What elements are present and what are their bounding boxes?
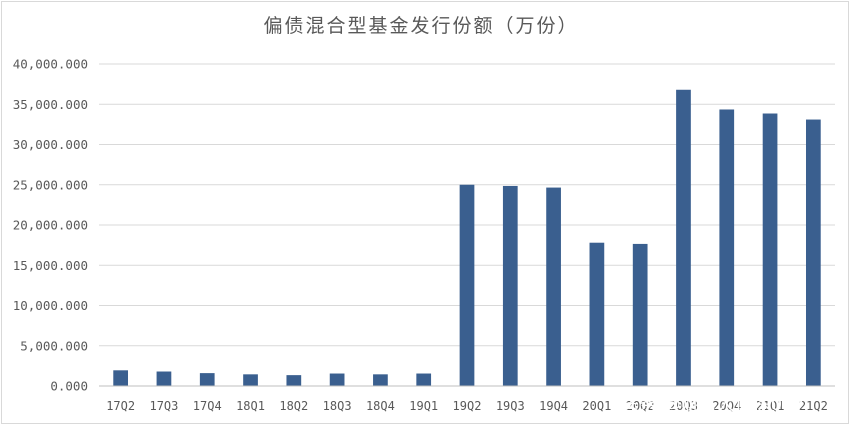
x-tick-label: 17Q4 — [193, 399, 222, 413]
bar-18Q2 — [286, 375, 302, 386]
bar-21Q2 — [805, 119, 821, 387]
bar-19Q2 — [459, 184, 475, 386]
bar-18Q1 — [243, 374, 258, 386]
x-tick-label: 20Q1 — [582, 399, 611, 413]
y-tick-label: 35,000.000 — [13, 97, 88, 112]
x-tick-label: 18Q3 — [323, 399, 352, 413]
bar-21Q1 — [762, 113, 778, 386]
x-tick-label: 19Q1 — [409, 399, 438, 413]
bar-20Q4 — [719, 109, 735, 387]
y-axis-ticks: 0.000 5,000.000 10,000.000 15,000.000 20,000… — [13, 57, 88, 394]
y-tick-label: 15,000.000 — [13, 258, 88, 273]
x-tick-label: 18Q4 — [366, 399, 395, 413]
y-tick-label: 40,000.000 — [13, 57, 88, 72]
bar-19Q4 — [546, 187, 561, 386]
x-tick-label: 19Q4 — [539, 399, 568, 413]
bar-20Q1 — [589, 242, 605, 386]
watermark: 头条 @财富大侦探007 — [621, 394, 805, 415]
x-tick-label: 19Q3 — [496, 399, 525, 413]
x-axis-ticks: 17Q2 17Q3 17Q4 18Q1 18Q2 18Q3 18Q4 19Q1 19Q2 19Q3… — [106, 399, 828, 413]
x-tick-label: 20Q4 — [712, 399, 741, 413]
bar-18Q3 — [329, 373, 345, 386]
bar-19Q1 — [416, 373, 432, 386]
bar-20Q3 — [676, 89, 691, 386]
y-tick-label: 10,000.000 — [13, 298, 88, 313]
bar-20Q2 — [632, 243, 648, 386]
x-tick-label: 17Q3 — [149, 399, 178, 413]
x-tick-label: 18Q2 — [279, 399, 308, 413]
x-tick-label: 20Q3 — [669, 399, 698, 413]
x-tick-label: 17Q2 — [106, 399, 135, 413]
bars — [113, 89, 821, 387]
y-tick-label: 5,000.000 — [20, 338, 88, 353]
x-tick-label: 19Q2 — [453, 399, 482, 413]
bar-18Q4 — [373, 374, 388, 386]
bar-17Q2 — [113, 370, 129, 386]
y-tick-label: 0.000 — [50, 379, 88, 394]
bar-17Q4 — [199, 373, 215, 386]
chart-title: 偏债混合型基金发行份额（万份） — [263, 15, 578, 37]
y-tick-label: 25,000.000 — [13, 177, 88, 192]
y-tick-label: 20,000.000 — [13, 218, 88, 233]
bar-19Q3 — [502, 185, 518, 386]
y-tick-label: 30,000.000 — [13, 137, 88, 152]
x-tick-label: 21Q2 — [799, 399, 828, 413]
x-tick-label: 21Q1 — [756, 399, 785, 413]
x-tick-label: 18Q1 — [236, 399, 265, 413]
bar-17Q3 — [156, 371, 172, 386]
x-tick-label: 20Q2 — [626, 399, 655, 413]
